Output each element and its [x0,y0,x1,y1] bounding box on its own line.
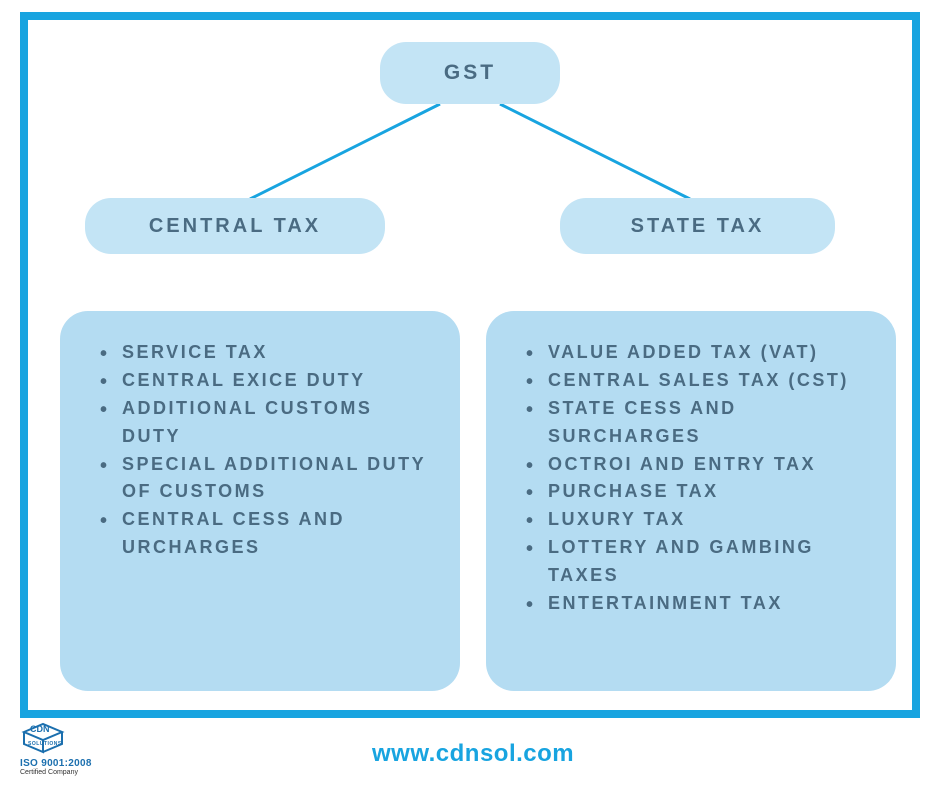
list-item: CENTRAL CESS AND URCHARGES [100,506,432,562]
state-tax-panel: VALUE ADDED TAX (VAT)CENTRAL SALES TAX (… [486,311,896,691]
child-node-state-tax: STATE TAX [560,198,835,254]
list-item: SERVICE TAX [100,339,432,367]
child-node-label: STATE TAX [631,215,765,238]
connector-left [250,104,440,199]
iso-cert-line2: Certified Company [20,769,110,776]
list-item: ENTERTAINMENT TAX [526,590,868,618]
root-node-gst: GST [380,42,560,104]
list-item: PURCHASE TAX [526,478,868,506]
list-item: ADDITIONAL CUSTOMS DUTY [100,395,432,451]
child-node-label: CENTRAL TAX [149,215,321,238]
cdn-logo-icon: CDN SOLUTIONS [20,718,66,756]
list-item: LUXURY TAX [526,506,868,534]
list-item: CENTRAL SALES TAX (CST) [526,367,868,395]
list-item: LOTTERY AND GAMBING TAXES [526,534,868,590]
root-node-label: GST [444,61,496,85]
list-item: CENTRAL EXICE DUTY [100,367,432,395]
list-item: OCTROI AND ENTRY TAX [526,451,868,479]
logo-text: CDN [30,724,50,734]
central-tax-panel: SERVICE TAXCENTRAL EXICE DUTYADDITIONAL … [60,311,460,691]
central-tax-list: SERVICE TAXCENTRAL EXICE DUTYADDITIONAL … [100,339,432,562]
list-item: SPECIAL ADDITIONAL DUTY OF CUSTOMS [100,451,432,507]
connector-right [500,104,690,199]
footer-url: www.cdnsol.com [372,740,574,768]
child-node-central-tax: CENTRAL TAX [85,198,385,254]
list-item: STATE CESS AND SURCHARGES [526,395,868,451]
state-tax-list: VALUE ADDED TAX (VAT)CENTRAL SALES TAX (… [526,339,868,618]
list-item: VALUE ADDED TAX (VAT) [526,339,868,367]
logo-subtext: SOLUTIONS [28,741,62,747]
company-logo-block: CDN SOLUTIONS ISO 9001:2008 Certified Co… [20,718,110,776]
iso-cert-line1: ISO 9001:2008 [20,758,110,769]
